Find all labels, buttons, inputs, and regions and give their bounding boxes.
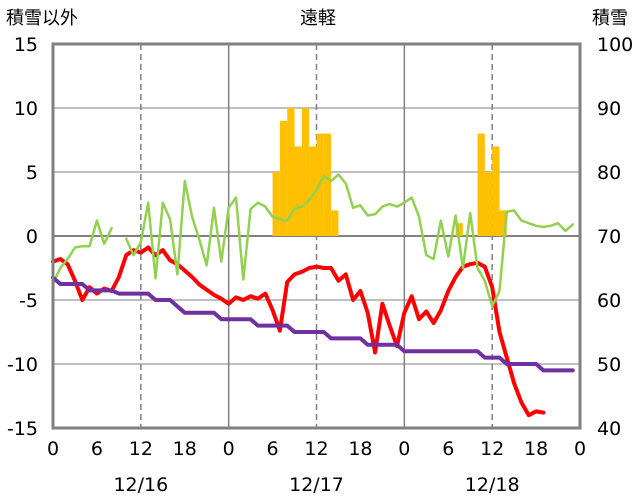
plot-frame — [51, 42, 582, 430]
day-label: 12/18 — [465, 474, 520, 496]
precip-bars — [272, 108, 507, 236]
y-right-tick-label: 80 — [597, 162, 621, 184]
y-left-tick-label: -10 — [7, 354, 38, 376]
x-tick-label: 0 — [574, 438, 586, 460]
precip-bar — [287, 108, 295, 236]
x-tick-label: 6 — [91, 438, 103, 460]
precip-bar — [455, 223, 463, 236]
precip-bar — [294, 146, 302, 236]
x-tick-label: 18 — [348, 438, 372, 460]
y-left-tick-label: 10 — [14, 98, 38, 120]
precip-bar — [323, 133, 332, 236]
precip-bar — [499, 210, 507, 236]
precip-bar — [272, 172, 280, 236]
station-title: 遠軽 — [300, 8, 336, 29]
y-right-tick-label: 40 — [597, 418, 621, 440]
precip-bar — [279, 120, 288, 236]
precip-bar — [301, 108, 310, 236]
y-right-tick-label: 70 — [597, 226, 621, 248]
x-tick-label: 12 — [304, 438, 328, 460]
y-right-tick-label: 50 — [597, 354, 621, 376]
x-tick-label: 0 — [47, 438, 59, 460]
y-right-tick-label: 60 — [597, 290, 621, 312]
y-left-tick-label: 5 — [26, 162, 38, 184]
x-tick-label: 18 — [524, 438, 548, 460]
x-tick-label: 12 — [480, 438, 504, 460]
precip-bar — [309, 146, 317, 236]
x-tick-label: 0 — [223, 438, 235, 460]
temp-line — [51, 245, 546, 418]
right-axis-title: 積雪 — [592, 8, 628, 29]
day-label: 12/17 — [289, 474, 344, 496]
precip-bar — [492, 146, 500, 236]
series-lines — [51, 173, 575, 418]
y-right-tick-label: 90 — [597, 98, 621, 120]
left-axis-title: 積雪以外 — [6, 8, 78, 29]
precip-bar — [477, 133, 485, 236]
x-tick-label: 0 — [398, 438, 410, 460]
precip-bar — [331, 210, 339, 236]
day-label: 12/16 — [113, 474, 168, 496]
y-left-tick-label: -15 — [7, 418, 38, 440]
y-left-tick-label: 0 — [26, 226, 38, 248]
y-left-tick-label: 15 — [14, 34, 38, 56]
y-left-tick-label: -5 — [19, 290, 38, 312]
y-right-tick-label: 100 — [597, 34, 633, 56]
snow-line — [51, 275, 575, 373]
precip-bar — [484, 172, 493, 236]
wind-line — [51, 173, 574, 308]
x-tick-label: 6 — [267, 438, 279, 460]
x-tick-label: 6 — [442, 438, 454, 460]
x-tick-label: 18 — [173, 438, 197, 460]
x-tick-label: 12 — [129, 438, 153, 460]
